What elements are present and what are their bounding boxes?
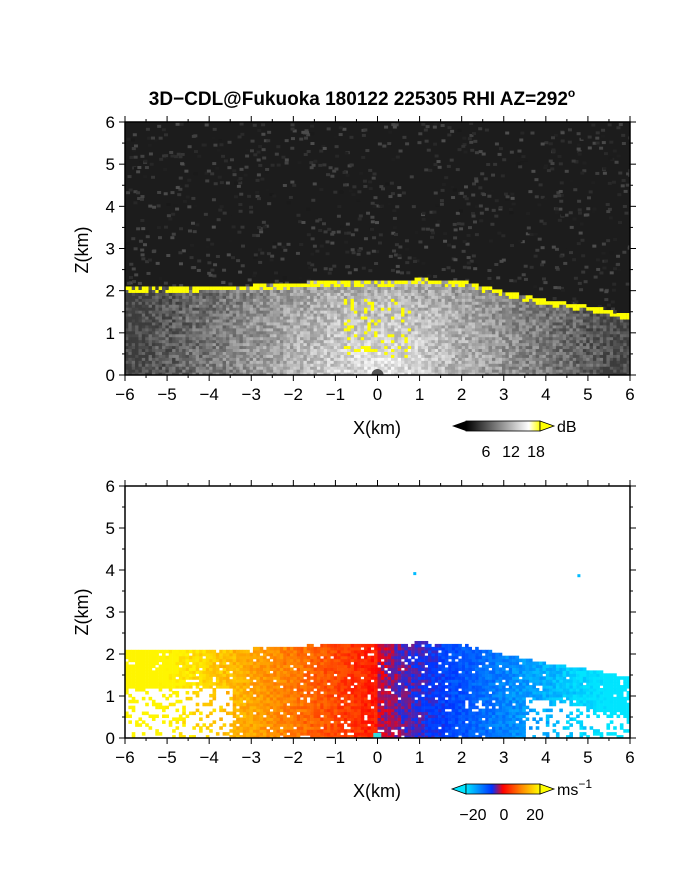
- velocity-pixels: [125, 640, 630, 738]
- velocity-x-tick-label: 4: [541, 748, 550, 767]
- velocity-field: [125, 486, 630, 738]
- snr-x-tick-label: 2: [457, 385, 466, 404]
- snr-x-tick-label: −3: [242, 385, 261, 404]
- velocity-x-tick-label: −4: [199, 748, 218, 767]
- velocity-y-tick-label: 2: [106, 645, 115, 664]
- velocity-x-tick-label: −6: [115, 748, 134, 767]
- velocity-colorbar-tick-0: 0: [500, 807, 509, 824]
- snr-radar-site: [371, 369, 384, 375]
- snr-colorbar-left-arrow: [452, 421, 466, 431]
- velocity-x-tick-label: 3: [499, 748, 508, 767]
- snr-field: [125, 122, 630, 375]
- snr-x-tick-label: 6: [625, 385, 634, 404]
- velocity-colorbar-unit: ms−1: [557, 777, 592, 799]
- snr-colorbar-unit: dB: [557, 419, 577, 436]
- snr-x-tick-label: −1: [326, 385, 345, 404]
- velocity-y-axis-label: Z(km): [72, 589, 92, 636]
- velocity-colorbar-tick-20: 20: [526, 807, 544, 824]
- velocity-x-tick-label: 5: [583, 748, 592, 767]
- velocity-radar-site: [373, 732, 382, 738]
- snr-x-tick-label: −4: [199, 385, 218, 404]
- snr-y-tick-label: 0: [106, 366, 115, 385]
- velocity-colorbar-tick-neg20: −20: [459, 807, 486, 824]
- velocity-outlier: [413, 572, 417, 576]
- velocity-y-tick-label: 1: [106, 687, 115, 706]
- chart-title: 3D−CDL@Fukuoka 180122 225305 RHI AZ=292o: [149, 86, 576, 110]
- snr-x-tick-label: −6: [115, 385, 134, 404]
- snr-x-tick-label: 4: [541, 385, 550, 404]
- snr-x-axis-label: X(km): [353, 418, 401, 438]
- snr-y-tick-label: 3: [106, 240, 115, 259]
- snr-colorbar: dB 6 12 18: [452, 419, 577, 461]
- snr-axis-ticks: −6 −5 −4 −3 −2 −1 0 1 2 3 4 5 6 0 1 2 3 4 5 6: [106, 113, 636, 404]
- velocity-x-axis-label: X(km): [353, 781, 401, 801]
- velocity-x-tick-label: 6: [625, 748, 634, 767]
- velocity-x-tick-label: 1: [415, 748, 424, 767]
- snr-colorbar-tick-6: 6: [482, 444, 491, 461]
- velocity-y-tick-label: 6: [106, 477, 115, 496]
- snr-colorbar-tick-12: 12: [502, 444, 520, 461]
- velocity-outlier: [577, 574, 581, 578]
- snr-y-axis-label: Z(km): [72, 227, 92, 274]
- snr-beam-echoes: [125, 277, 630, 375]
- snr-x-tick-label: 1: [415, 385, 424, 404]
- snr-y-tick-label: 5: [106, 155, 115, 174]
- velocity-y-tick-label: 4: [106, 561, 115, 580]
- velocity-colorbar: ms−1 −20 0 20: [450, 777, 592, 824]
- snr-x-tick-label: 3: [499, 385, 508, 404]
- velocity-x-tick-label: −2: [284, 748, 303, 767]
- snr-y-tick-label: 1: [106, 324, 115, 343]
- velocity-y-tick-label: 5: [106, 519, 115, 538]
- snr-colorbar-right-arrow: [539, 420, 556, 432]
- velocity-colorbar-ramp: [465, 783, 541, 795]
- snr-x-tick-label: 5: [583, 385, 592, 404]
- snr-y-tick-label: 6: [106, 113, 115, 132]
- snr-colorbar-tick-18: 18: [527, 444, 545, 461]
- velocity-x-tick-label: 2: [457, 748, 466, 767]
- velocity-colorbar-left-arrow: [450, 783, 467, 795]
- snr-x-tick-label: −2: [284, 385, 303, 404]
- velocity-panel: −6 −5 −4 −3 −2 −1 0 1 2 3 4 5 6 0 1 2 3 4 5 6 X(km) Z(km) m…: [72, 477, 636, 824]
- velocity-y-tick-label: 0: [106, 729, 115, 748]
- snr-x-tick-label: −5: [157, 385, 176, 404]
- snr-colorbar-ramp: [465, 420, 541, 432]
- snr-y-tick-label: 2: [106, 282, 115, 301]
- velocity-x-tick-label: 0: [373, 748, 382, 767]
- velocity-x-tick-label: −1: [326, 748, 345, 767]
- velocity-colorbar-right-arrow: [539, 783, 556, 795]
- velocity-x-tick-label: −5: [157, 748, 176, 767]
- velocity-x-tick-label: −3: [242, 748, 261, 767]
- snr-x-tick-label: 0: [373, 385, 382, 404]
- velocity-y-tick-label: 3: [106, 603, 115, 622]
- velocity-axis-ticks: −6 −5 −4 −3 −2 −1 0 1 2 3 4 5 6 0 1 2 3 4 5 6: [106, 477, 636, 767]
- snr-y-tick-label: 4: [106, 197, 115, 216]
